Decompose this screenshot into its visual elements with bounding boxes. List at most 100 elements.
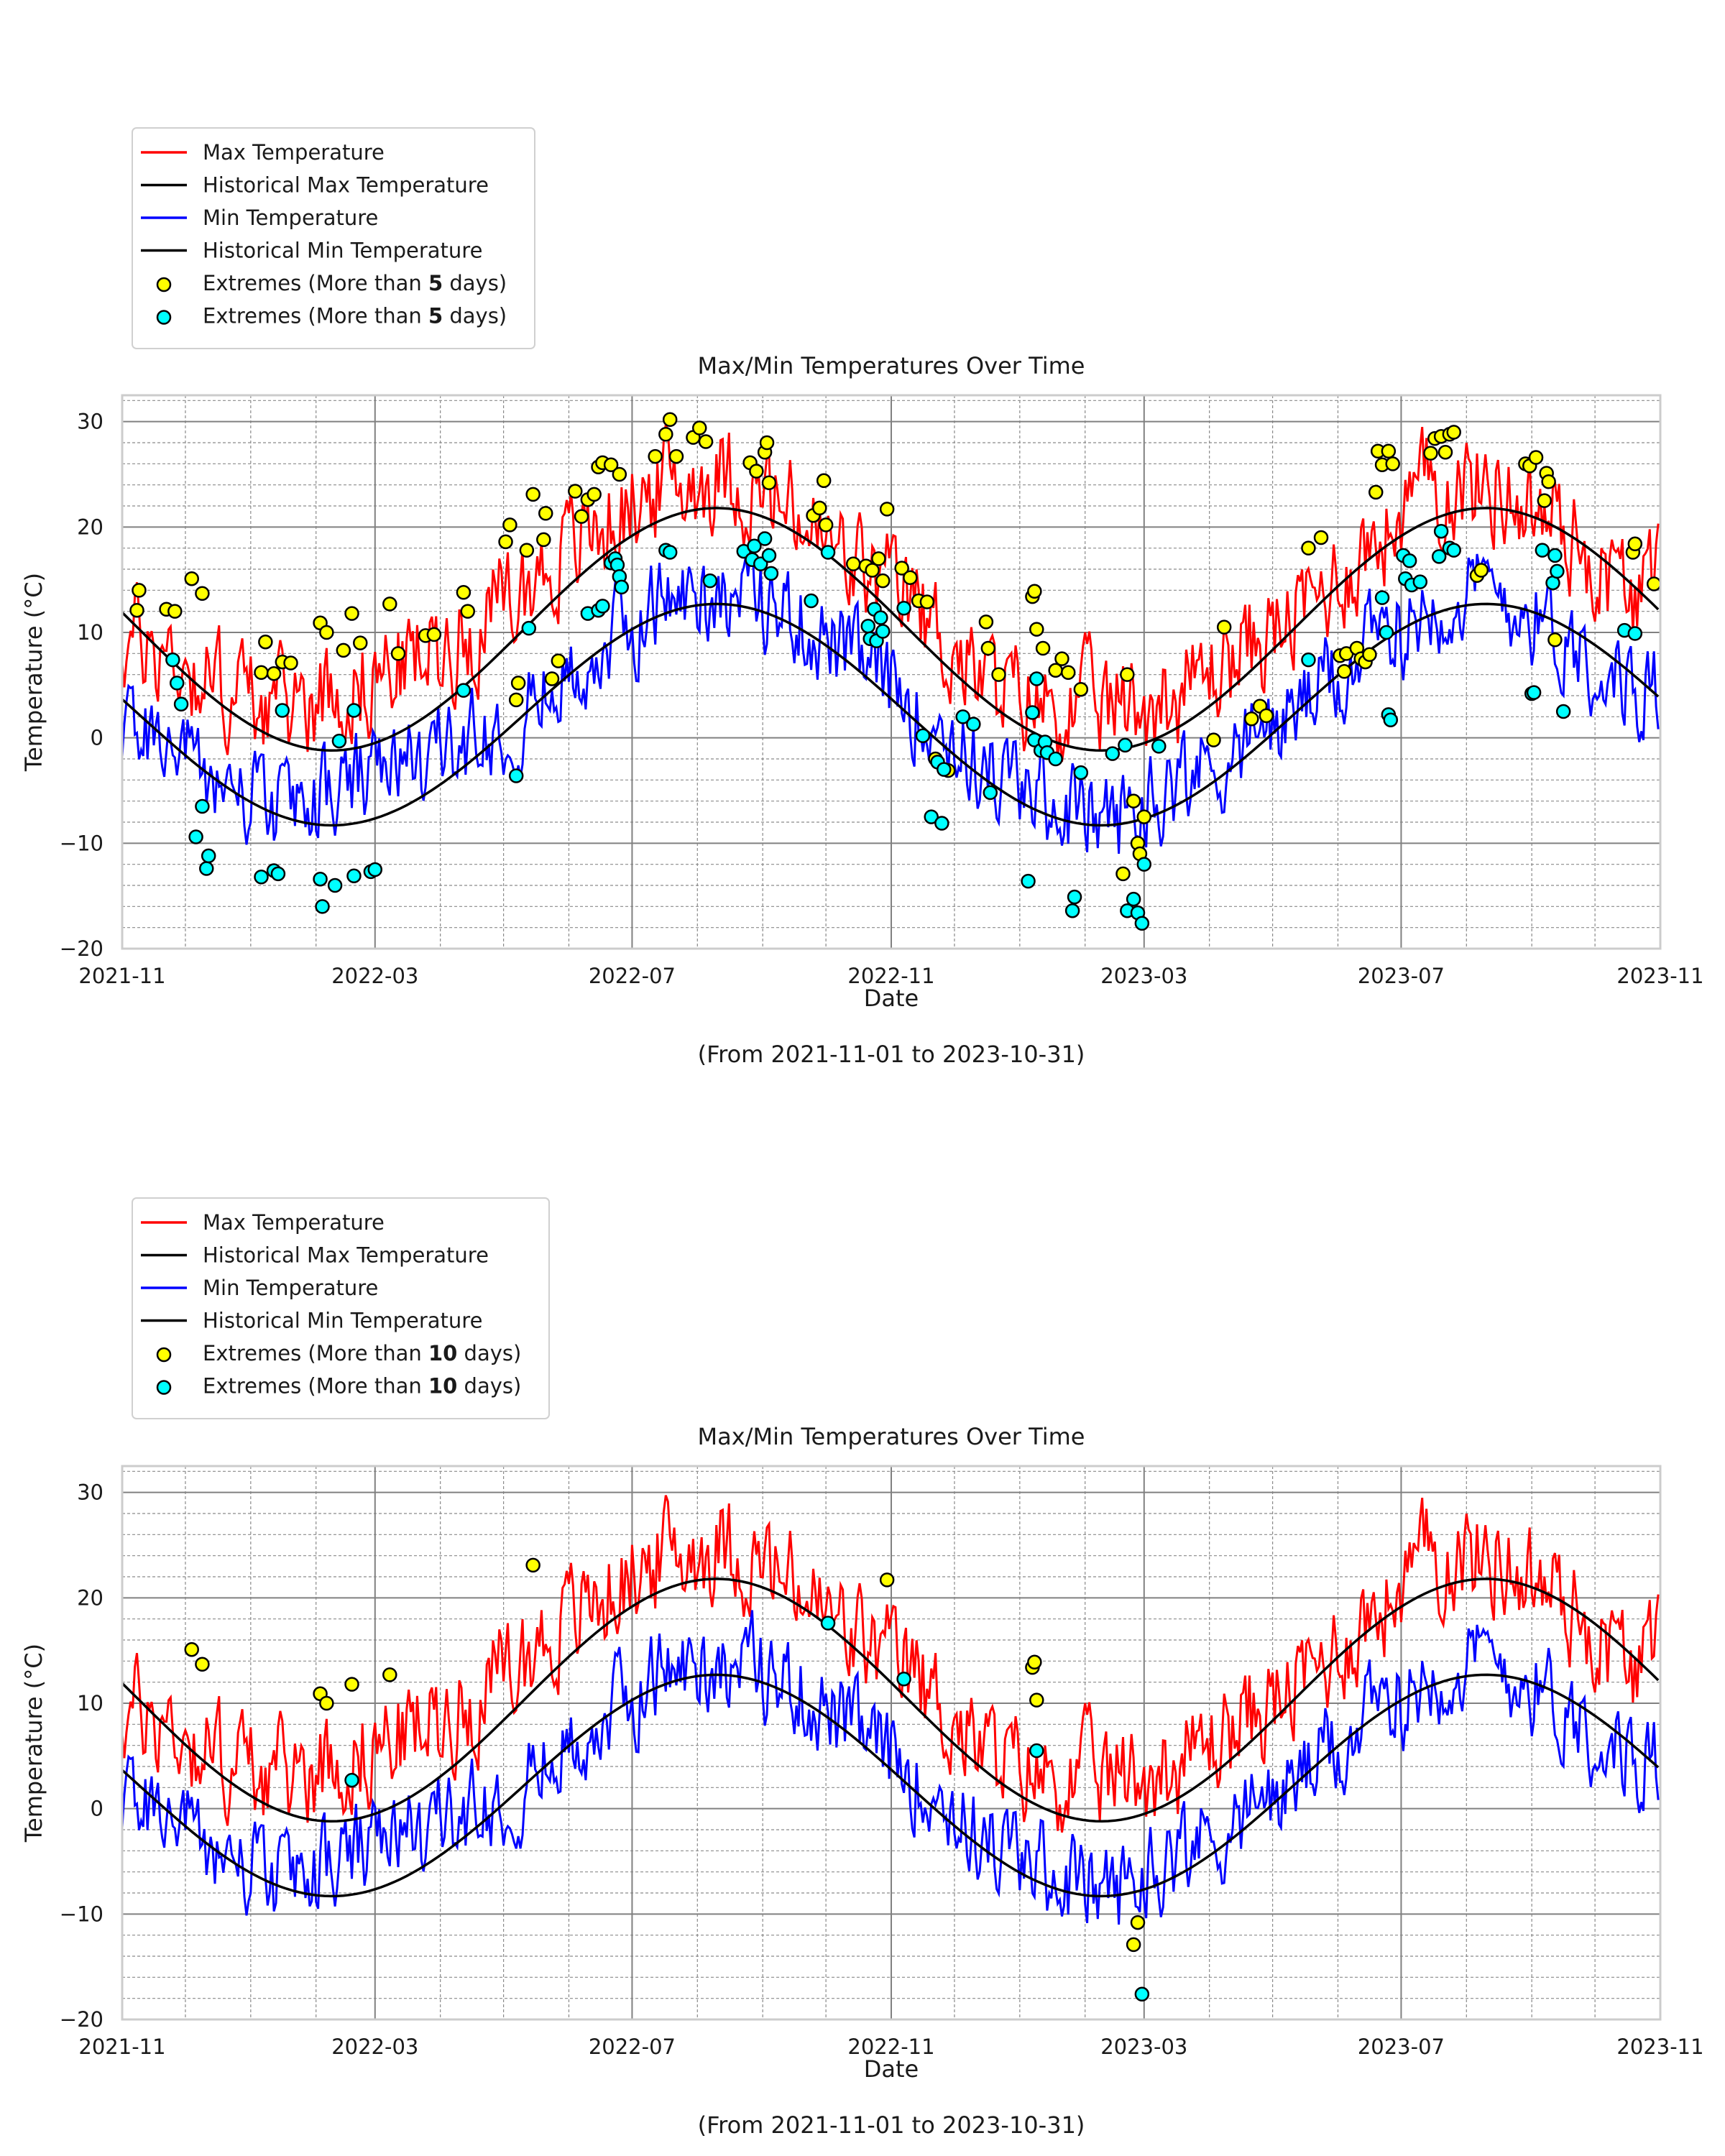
extreme-max-marker bbox=[525, 1557, 540, 1573]
extreme-max-marker bbox=[1259, 708, 1274, 724]
extreme-max-marker bbox=[266, 665, 282, 681]
extreme-min-marker bbox=[521, 620, 537, 636]
extreme-max-marker bbox=[353, 635, 368, 650]
x-tick-label: 2022-03 bbox=[331, 2035, 418, 2059]
extreme-min-marker bbox=[275, 703, 290, 718]
legend: Max Temperature Historical Max Temperatur… bbox=[132, 127, 535, 349]
extreme-max-marker bbox=[1116, 866, 1131, 882]
extreme-max-marker bbox=[586, 487, 602, 502]
extreme-min-marker bbox=[820, 545, 836, 560]
chart-title: Max/Min Temperatures Over Time bbox=[698, 352, 1085, 379]
legend-label: Historical Max Temperature bbox=[203, 1243, 489, 1268]
extreme-min-marker bbox=[1374, 590, 1390, 605]
extreme-max-marker bbox=[344, 606, 359, 621]
extreme-max-marker bbox=[875, 573, 891, 589]
extreme-max-marker bbox=[871, 551, 886, 566]
extreme-min-marker bbox=[1301, 652, 1316, 668]
extreme-min-marker bbox=[1383, 712, 1399, 727]
extreme-min-marker bbox=[1535, 543, 1550, 558]
extreme-max-marker bbox=[184, 1641, 199, 1657]
extreme-max-marker bbox=[1029, 622, 1044, 637]
y-tick-label: 0 bbox=[91, 1797, 104, 1821]
x-tick-label: 2022-11 bbox=[847, 964, 934, 988]
extreme-max-marker bbox=[1035, 640, 1051, 656]
extreme-max-marker bbox=[761, 475, 777, 490]
extreme-min-marker bbox=[1412, 574, 1428, 589]
extreme-min-marker bbox=[1547, 548, 1563, 563]
extreme-min-marker bbox=[804, 593, 819, 609]
y-tick-label: 30 bbox=[77, 410, 104, 434]
extreme-min-marker bbox=[924, 809, 939, 824]
extreme-min-marker bbox=[966, 717, 981, 732]
extreme-max-marker bbox=[1073, 681, 1089, 697]
extreme-min-marker bbox=[937, 762, 952, 777]
extreme-min-marker bbox=[169, 676, 185, 691]
extreme-max-marker bbox=[1385, 456, 1400, 471]
extreme-max-marker bbox=[1528, 450, 1544, 465]
extreme-min-marker bbox=[1073, 765, 1089, 780]
y-tick-label: 20 bbox=[77, 1585, 104, 1610]
extreme-max-marker bbox=[184, 571, 199, 586]
extreme-max-marker bbox=[1541, 474, 1556, 489]
legend-label: Historical Max Temperature bbox=[203, 173, 489, 198]
plot-frame bbox=[121, 1465, 1662, 2021]
extreme-min-marker bbox=[195, 798, 210, 814]
x-tick-label: 2023-03 bbox=[1100, 2035, 1187, 2059]
x-tick-label: 2022-07 bbox=[589, 2035, 676, 2059]
x-tick-label: 2023-03 bbox=[1100, 964, 1187, 988]
y-tick-label: 30 bbox=[77, 1480, 104, 1505]
extreme-max-marker bbox=[845, 556, 861, 571]
extreme-min-marker bbox=[1105, 746, 1121, 761]
extreme-max-marker bbox=[319, 625, 334, 640]
extreme-max-marker bbox=[1060, 665, 1076, 680]
extreme-max-marker bbox=[903, 570, 918, 585]
extreme-max-marker bbox=[132, 583, 147, 598]
extreme-max-marker bbox=[195, 586, 210, 601]
extreme-max-marker bbox=[538, 506, 553, 521]
extreme-min-marker bbox=[747, 538, 762, 553]
extreme-min-marker bbox=[955, 709, 970, 724]
extreme-max-marker bbox=[818, 517, 834, 533]
extreme-max-marker bbox=[336, 642, 351, 658]
extreme-max-marker bbox=[980, 640, 996, 656]
legend-label: Min Temperature bbox=[203, 206, 378, 230]
legend-label: Max Temperature bbox=[203, 140, 385, 165]
plot-frame bbox=[121, 394, 1662, 950]
extreme-min-marker bbox=[327, 877, 343, 893]
extreme-min-marker bbox=[896, 601, 911, 616]
y-tick-label: −10 bbox=[60, 1902, 104, 1926]
extreme-max-marker bbox=[344, 1677, 359, 1692]
extreme-min-marker bbox=[1379, 625, 1394, 640]
extreme-max-marker bbox=[1130, 1915, 1146, 1930]
extreme-max-marker bbox=[978, 614, 994, 630]
extreme-markers bbox=[129, 412, 1662, 931]
extreme-max-marker bbox=[382, 1667, 397, 1682]
x-tick-label: 2022-11 bbox=[847, 2035, 934, 2059]
extreme-max-marker bbox=[1368, 484, 1384, 500]
x-axis-label: Date bbox=[864, 985, 919, 1012]
extreme-min-marker bbox=[188, 829, 203, 844]
extreme-min-marker bbox=[1402, 553, 1417, 568]
extreme-max-marker bbox=[568, 484, 583, 499]
y-tick-label: −10 bbox=[60, 831, 104, 855]
extreme-min-marker bbox=[1134, 916, 1150, 931]
y-tick-label: 10 bbox=[77, 620, 104, 645]
extreme-max-marker bbox=[1126, 793, 1141, 808]
extreme-max-marker bbox=[919, 594, 935, 609]
extreme-max-marker bbox=[991, 667, 1006, 682]
extreme-max-marker bbox=[1216, 619, 1232, 635]
x-tick-label: 2022-03 bbox=[331, 964, 418, 988]
extreme-min-marker bbox=[1550, 563, 1565, 579]
extreme-min-marker bbox=[1627, 626, 1643, 641]
extreme-min-marker bbox=[702, 573, 718, 589]
legend-marker-swatch bbox=[156, 277, 172, 292]
extreme-max-marker bbox=[648, 448, 663, 464]
extreme-max-marker bbox=[1126, 1937, 1141, 1953]
x-tick-label: 2023-11 bbox=[1616, 2035, 1703, 2059]
extreme-min-marker bbox=[1021, 873, 1036, 889]
extreme-max-marker bbox=[1362, 647, 1377, 663]
y-tick-label: 20 bbox=[77, 515, 104, 539]
extreme-max-marker bbox=[129, 602, 144, 618]
extreme-max-marker bbox=[519, 543, 535, 558]
extreme-max-marker bbox=[525, 487, 540, 502]
